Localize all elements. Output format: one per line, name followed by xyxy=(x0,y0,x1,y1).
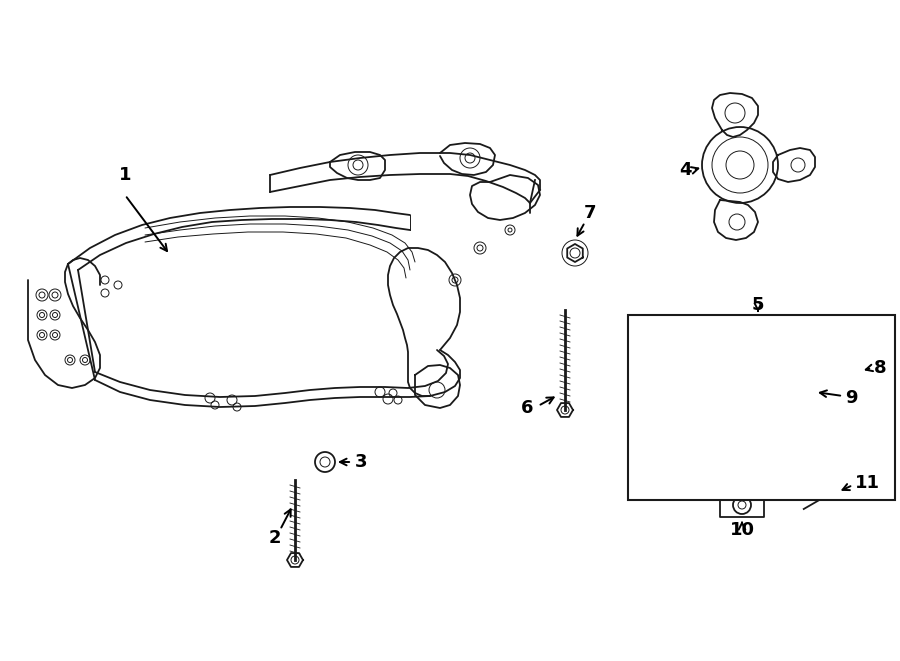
Text: 3: 3 xyxy=(355,453,367,471)
Text: 1: 1 xyxy=(119,166,131,184)
Bar xyxy=(628,315,895,500)
Text: 9: 9 xyxy=(845,389,858,407)
Text: 11: 11 xyxy=(855,474,880,492)
Text: 8: 8 xyxy=(874,359,886,377)
Text: 4: 4 xyxy=(679,161,691,179)
Text: 2: 2 xyxy=(269,529,281,547)
Text: 6: 6 xyxy=(521,399,533,417)
Text: 5: 5 xyxy=(752,296,764,314)
Text: 7: 7 xyxy=(584,204,596,222)
Text: 10: 10 xyxy=(730,521,754,539)
